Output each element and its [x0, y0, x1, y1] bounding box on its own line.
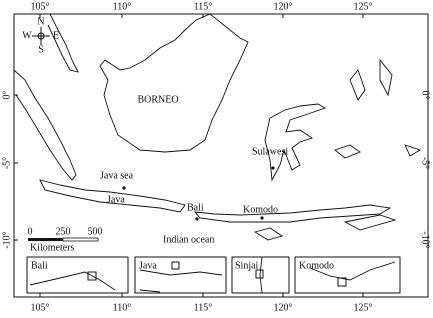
right-tick-label: -10°: [420, 231, 431, 248]
top-tick-label: 120°: [274, 1, 293, 12]
compass-w: W: [22, 30, 32, 41]
bottom-tick-label: 110°: [113, 302, 132, 313]
place-label: Java sea: [100, 170, 134, 181]
right-tick-label: -5°: [420, 157, 431, 169]
scale-label: 500: [88, 226, 103, 237]
site: [195, 217, 199, 221]
inset-label: Java: [139, 260, 157, 271]
compass: N W E S: [22, 16, 59, 55]
map-frame: [13, 13, 429, 298]
bottom-tick-label: 120°: [274, 302, 293, 313]
inset-label: Komodo: [299, 260, 334, 271]
borneo: [99, 13, 249, 153]
top-tick-label: 115°: [194, 1, 213, 12]
nusa-tenggara: [193, 204, 392, 223]
place-label: Bali: [187, 202, 204, 213]
left-tick-label: -5°: [1, 157, 12, 169]
inset-frame: [134, 256, 227, 294]
bottom-tick-label: 105°: [31, 302, 50, 313]
compass-center: [37, 32, 45, 40]
scale-segment: [28, 238, 63, 241]
moluccas: [334, 58, 422, 159]
inset-frame: [231, 256, 290, 294]
bottom-tick-label: 125°: [354, 302, 373, 313]
place-label: BORNEO: [137, 94, 178, 105]
scale-unit: Kilometers: [30, 242, 75, 253]
sites: [122, 166, 275, 221]
malaysia: [47, 13, 79, 73]
sumatra: [13, 69, 77, 181]
top-tick-label: 110°: [113, 1, 132, 12]
inset-marker: [171, 261, 180, 270]
inset-frame: [26, 256, 129, 294]
inset-label: Sinjai: [235, 260, 259, 271]
place-label: Sulawesi: [252, 146, 288, 157]
scale-segment: [62, 237, 99, 242]
top-tick-label: 105°: [31, 1, 50, 12]
bottom-tick-label: 115°: [194, 302, 213, 313]
java: [39, 179, 186, 213]
compass-n: N: [37, 16, 44, 27]
right-tick-label: 0°: [420, 91, 431, 100]
inset-coast: [29, 256, 396, 294]
place-label: Indian ocean: [163, 234, 214, 245]
inset-frame: [294, 256, 401, 294]
place-label: Java: [107, 194, 125, 205]
scale-label: 0: [28, 226, 33, 237]
sulawesi: [264, 103, 327, 182]
inset-marker: [255, 269, 264, 279]
site: [271, 166, 275, 170]
inset-marker: [337, 277, 347, 287]
compass-e: E: [53, 30, 59, 41]
place-label: Komodo: [243, 204, 278, 215]
left-tick-label: -10°: [1, 231, 12, 248]
timor: [253, 214, 397, 241]
compass-s: S: [38, 44, 44, 55]
site: [260, 216, 264, 220]
inset-marker: [87, 271, 97, 281]
top-tick-label: 125°: [354, 1, 373, 12]
insets: [26, 256, 401, 294]
site: [122, 186, 126, 190]
scale-bar: 0 250 500 Kilometers: [28, 226, 103, 253]
inset-label: Bali: [31, 260, 48, 271]
left-tick-label: 0°: [1, 91, 12, 100]
scale-label: 250: [56, 226, 71, 237]
